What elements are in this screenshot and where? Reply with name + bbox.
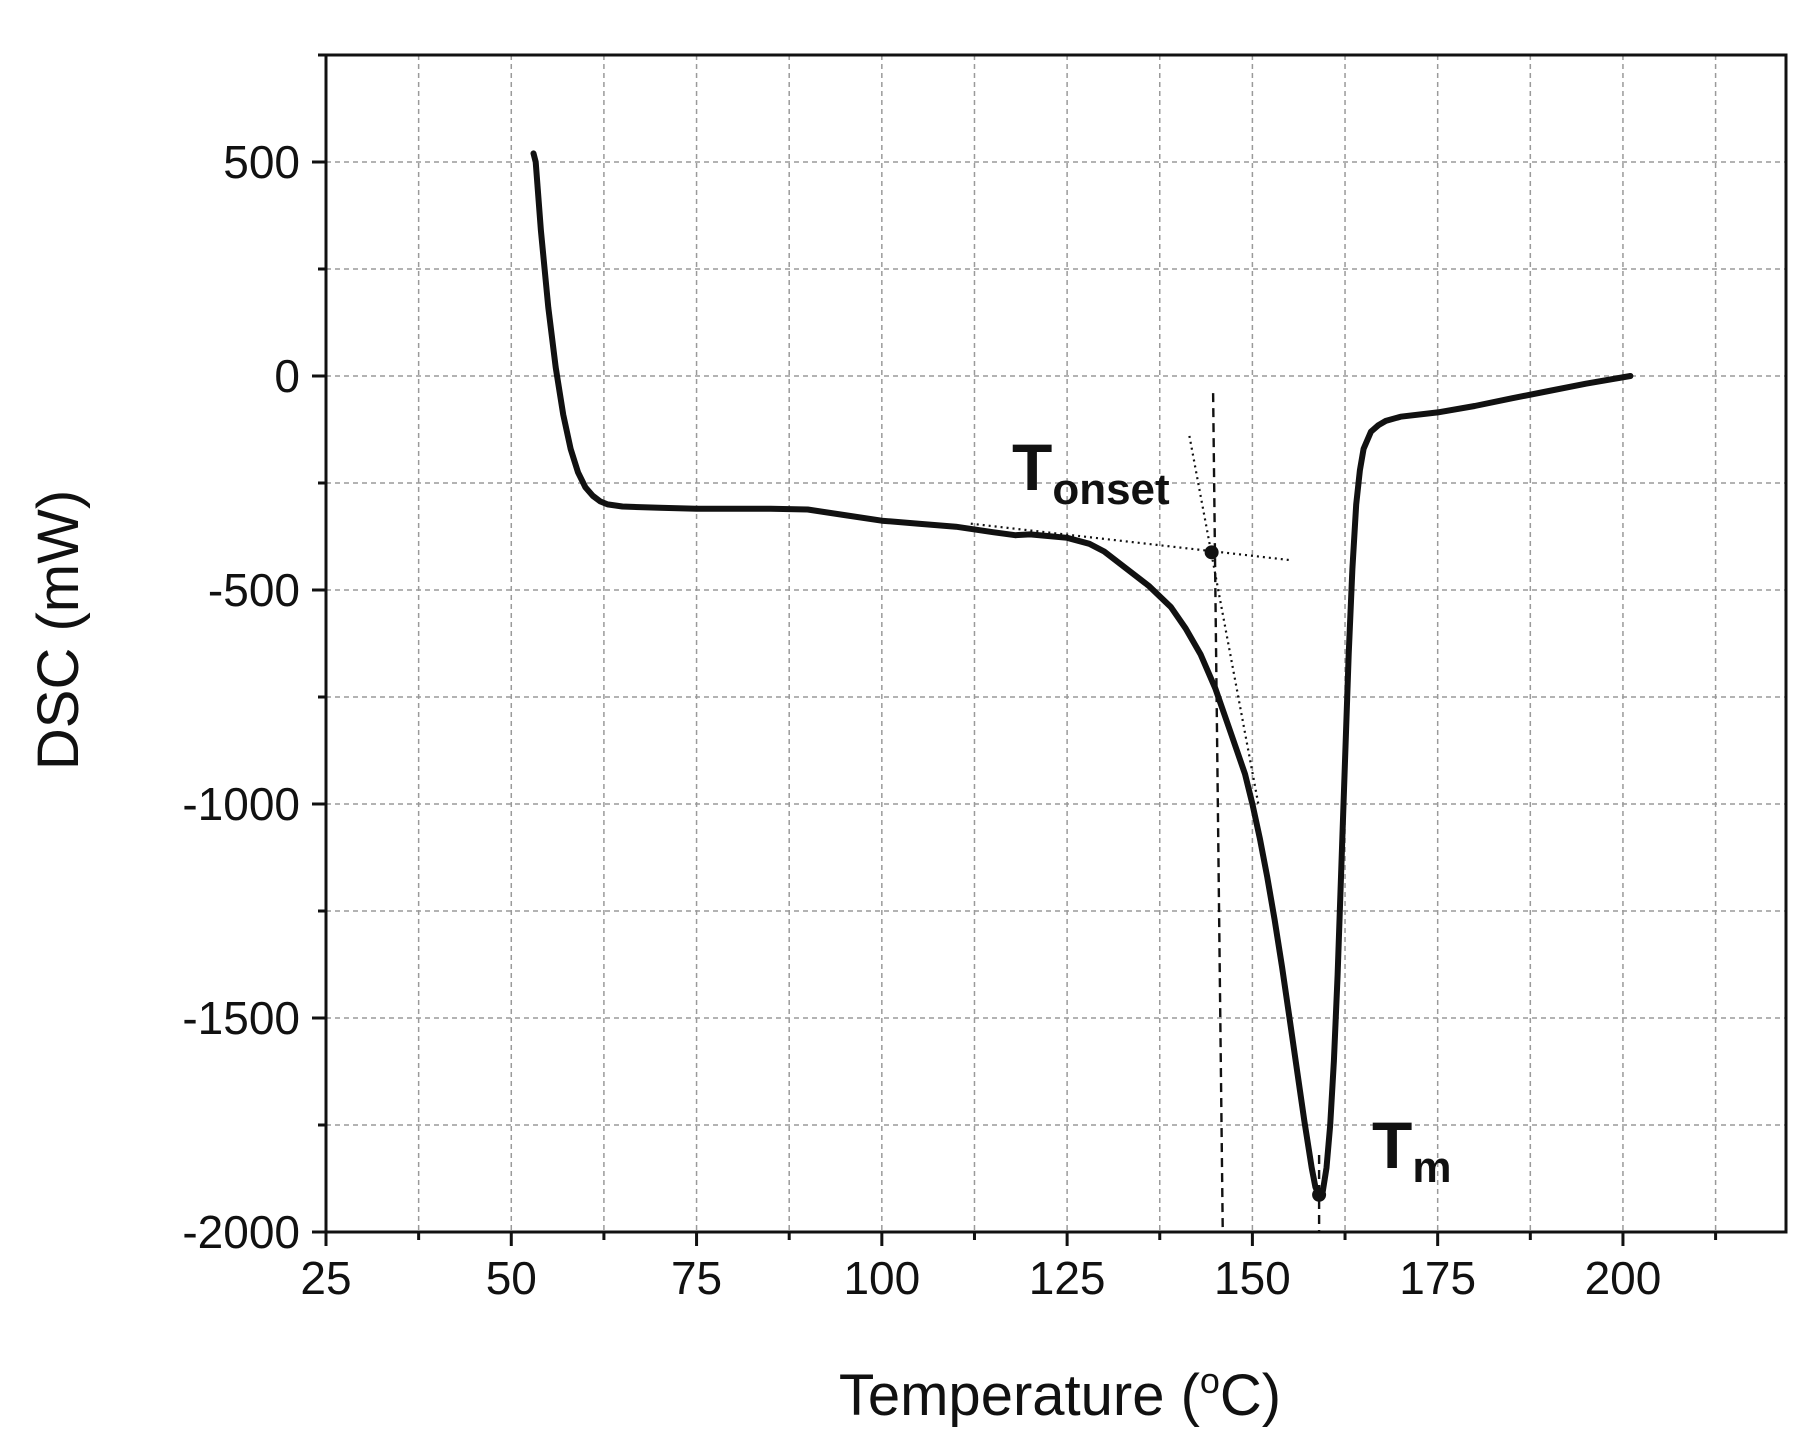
x-tick-label: 125 xyxy=(1029,1252,1106,1304)
leading-edge-tangent-line xyxy=(1188,435,1260,805)
x-tick-label: 50 xyxy=(486,1252,537,1304)
series-layer xyxy=(530,150,1634,1199)
annotation-t-onset-subscript: onset xyxy=(1052,465,1170,514)
annotation-t-onset-main: T xyxy=(1012,430,1052,504)
y-tick-label: -1000 xyxy=(182,778,300,830)
x-tick-label: 75 xyxy=(671,1252,722,1304)
plot-frame xyxy=(324,53,1788,1234)
y-tick-label: -2000 xyxy=(182,1206,300,1258)
x-tick-label: 100 xyxy=(843,1252,920,1304)
markers xyxy=(1204,545,1327,1202)
onset-point-marker xyxy=(1204,545,1219,560)
y-tick-label: 0 xyxy=(274,350,300,402)
x-axis-title-text: Temperature ( xyxy=(839,1363,1200,1428)
annotation-t-m-subscript: m xyxy=(1412,1143,1451,1192)
x-axis-title-tail: C) xyxy=(1220,1363,1281,1428)
x-tick-label: 25 xyxy=(300,1252,351,1304)
x-tick-label: 175 xyxy=(1399,1252,1476,1304)
tick-labels: 25 50 75 100 125 150 175 200 -2000 -1500 -1000 -500… xyxy=(182,136,1661,1304)
dsc-curve xyxy=(530,150,1634,1199)
peak-point-marker xyxy=(1312,1187,1327,1202)
onset-vertical-guide xyxy=(1211,393,1224,1233)
y-axis-title: DSC (mW) xyxy=(26,490,91,770)
x-axis-title: Temperature (oC) xyxy=(839,1360,1281,1428)
y-tick-label: -500 xyxy=(208,564,300,616)
x-tick-label: 200 xyxy=(1585,1252,1662,1304)
annotation-t-onset: Tonset xyxy=(1012,430,1170,514)
grid xyxy=(326,54,1786,1232)
annotation-t-m-main: T xyxy=(1372,1108,1412,1182)
axis-ticks xyxy=(312,53,1718,1246)
x-axis-title-superscript: o xyxy=(1200,1360,1220,1401)
y-tick-label: -1500 xyxy=(182,992,300,1044)
x-tick-label: 150 xyxy=(1214,1252,1291,1304)
annotation-t-m: Tm xyxy=(1372,1108,1451,1192)
y-tick-label: 500 xyxy=(223,136,300,188)
